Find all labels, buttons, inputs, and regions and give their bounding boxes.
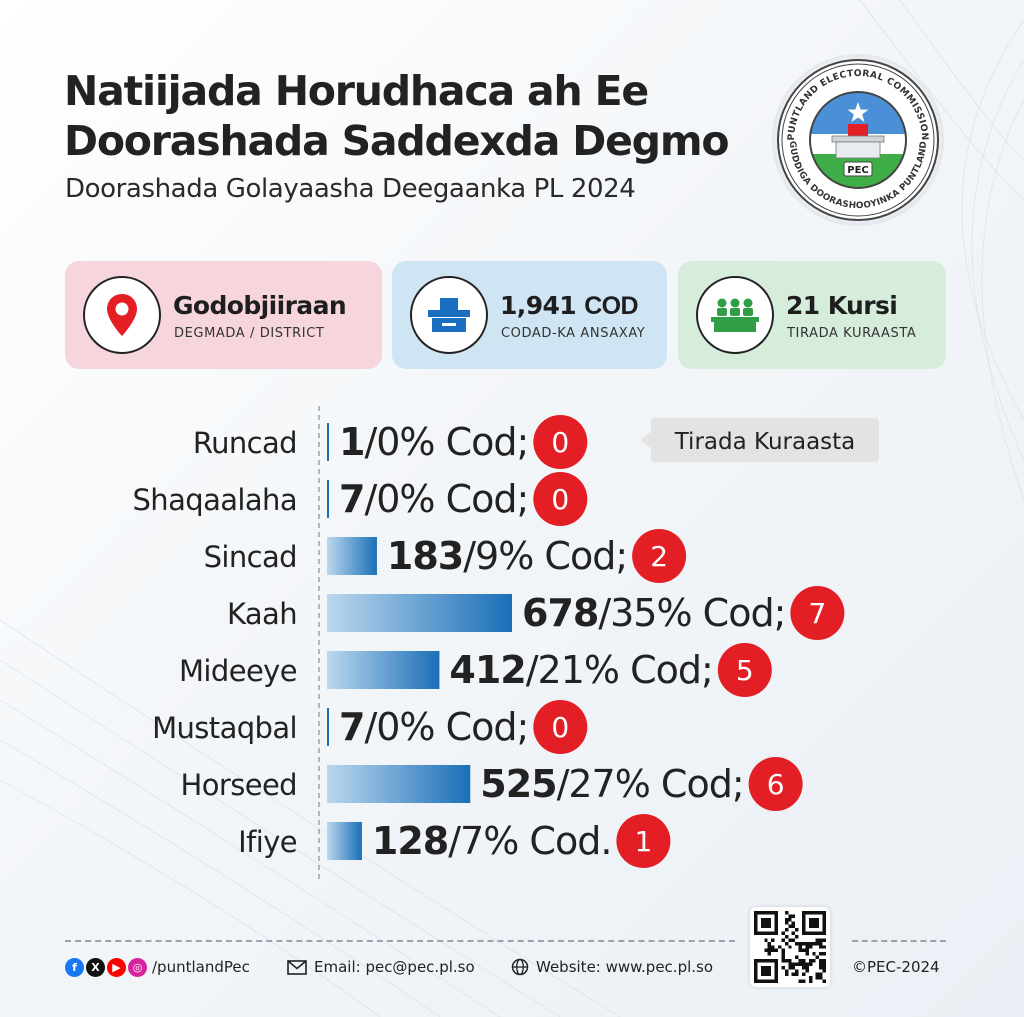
district-card: Godobjiiraan DEGMADA / DISTRICT [65, 261, 382, 369]
seat-badge [533, 472, 588, 526]
value-label: 678/35% Cod; [522, 591, 785, 635]
social-links: f X ▶ ◎ /puntlandPec [65, 955, 250, 979]
vote-count: 7 [339, 705, 364, 749]
bar [327, 765, 471, 803]
seats-card: 21 Kursi TIRADA KURAASTA [678, 261, 946, 369]
seat-count: 2 [650, 540, 668, 573]
vote-percent: /27% Cod; [557, 762, 744, 806]
youtube-icon[interactable]: ▶ [107, 957, 126, 977]
council-seats-icon [696, 276, 774, 354]
vote-percent: /0% Cod; [364, 477, 528, 521]
seats-legend: Tirada Kuraasta [640, 418, 879, 462]
seats-total: 21 Kursi [786, 291, 898, 320]
location-pin-icon [83, 276, 161, 354]
footer-divider-left [65, 940, 735, 942]
vote-percent: /7% Cod. [448, 819, 611, 863]
value-label: 183/9% Cod; [387, 534, 627, 578]
seat-badge [616, 814, 671, 868]
footer-divider-right [852, 940, 946, 942]
valid-votes-label: CODAD-KA ANSAXAY [501, 326, 646, 341]
bar [327, 537, 377, 575]
facebook-icon[interactable]: f [65, 957, 84, 977]
value-label: 412/21% Cod; [449, 648, 712, 692]
district-name: Godobjiiraan [173, 291, 347, 320]
instagram-icon[interactable]: ◎ [128, 957, 147, 977]
envelope-icon [287, 959, 307, 975]
votes-card: 1,941 COD CODAD-KA ANSAXAY [392, 261, 667, 369]
seat-badge [790, 586, 845, 640]
category-label: Sincad [204, 540, 297, 574]
value-label: 7/0% Cod; [339, 477, 528, 521]
category-label: Mideeye [179, 654, 297, 688]
seats-label: TIRADA KURAASTA [787, 326, 917, 341]
seat-count: 5 [736, 654, 754, 687]
category-label: Kaah [227, 597, 297, 631]
x-icon[interactable]: X [86, 957, 105, 977]
category-label: Runcad [193, 426, 297, 460]
value-label: 525/27% Cod; [480, 762, 743, 806]
seats-legend-text: Tirada Kuraasta [674, 429, 856, 455]
seat-badge [717, 643, 772, 697]
copyright: ©PEC-2024 [852, 958, 940, 976]
seat-count: 6 [767, 768, 785, 801]
district-label: DEGMADA / DISTRICT [174, 326, 325, 341]
qr-code[interactable] [750, 907, 830, 987]
globe-icon [511, 958, 529, 976]
seat-badge [748, 757, 803, 811]
email-contact: Email: pec@pec.pl.so [287, 955, 475, 979]
vote-percent: /21% Cod; [526, 648, 713, 692]
social-handle[interactable]: /puntlandPec [152, 958, 250, 976]
logo-badge: PEC [847, 165, 869, 176]
title-line-2: Doorashada Saddexda Degmo [64, 117, 730, 165]
vote-percent: /35% Cod; [598, 591, 785, 635]
valid-votes-number: 1,941 [500, 291, 577, 320]
category-label: Ifiye [238, 825, 297, 859]
website-contact: Website: www.pec.pl.so [511, 955, 713, 979]
seat-count: 7 [808, 597, 826, 630]
bar [327, 594, 512, 632]
vote-count: 7 [339, 477, 364, 521]
category-label: Horseed [181, 768, 297, 802]
vote-percent: /0% Cod; [364, 420, 528, 464]
seat-count: 0 [551, 483, 569, 516]
bar [327, 423, 329, 461]
page-title: Natiijada Horudhaca ah Ee Doorashada Sad… [64, 66, 764, 166]
bar [327, 651, 440, 689]
value-label: 7/0% Cod; [339, 705, 528, 749]
title-line-1: Natiijada Horudhaca ah Ee [64, 67, 649, 115]
ballot-box-icon [410, 276, 488, 354]
value-label: 1/0% Cod; [339, 420, 528, 464]
bar [327, 708, 329, 746]
category-label: Mustaqbal [152, 711, 297, 745]
page-subtitle: Doorashada Golayaasha Deegaanka PL 2024 [65, 174, 636, 204]
seat-count: 0 [551, 426, 569, 459]
vote-count: 412 [449, 648, 525, 692]
valid-votes-unit: COD [584, 292, 638, 320]
seat-badge [533, 415, 588, 469]
seat-count: 1 [634, 825, 652, 858]
results-bar-chart: Tirada Kuraasta Runcad 1/0% Cod; 0 Shaqaala… [133, 406, 879, 882]
bar [327, 480, 329, 518]
seat-badge [632, 529, 687, 583]
vote-percent: /0% Cod; [364, 705, 528, 749]
website-text[interactable]: Website: www.pec.pl.so [536, 958, 714, 976]
email-text[interactable]: Email: pec@pec.pl.so [314, 958, 475, 976]
bar [327, 822, 362, 860]
vote-count: 128 [372, 819, 448, 863]
category-label: Shaqaalaha [133, 483, 298, 517]
value-label: 128/7% Cod. [372, 819, 611, 863]
seat-count: 0 [551, 711, 569, 744]
vote-percent: /9% Cod; [463, 534, 627, 578]
seat-badge [533, 700, 588, 754]
valid-votes-value: 1,941 COD [500, 291, 639, 321]
vote-count: 678 [522, 591, 598, 635]
pec-logo: PUNTLAND ELECTORAL COMMISSION GUDDIGA DO… [772, 54, 944, 226]
vote-count: 1 [339, 420, 364, 464]
vote-count: 183 [387, 534, 463, 578]
vote-count: 525 [480, 762, 556, 806]
